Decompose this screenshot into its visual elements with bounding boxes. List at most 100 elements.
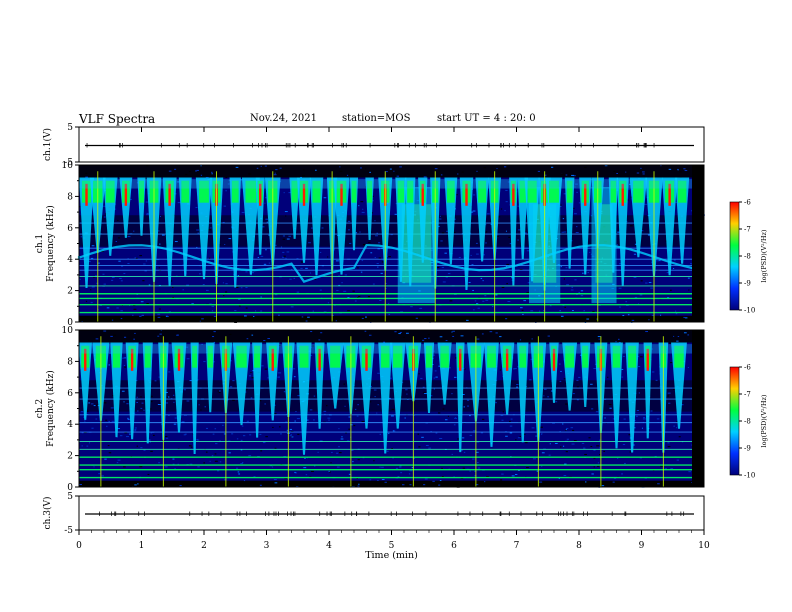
burst-peak [365,348,368,371]
x-tick-label: 6 [451,541,457,551]
noise-pixel [376,412,378,414]
noise-pixel [629,183,632,185]
noise-pixel [246,420,249,422]
noise-pixel [203,462,206,464]
ch3-waveform-panel-ylabel: ch.3(V) [42,497,53,530]
noise-pixel [136,445,138,447]
noise-pixel [135,257,138,259]
noise-pixel [441,232,445,234]
noise-pixel [331,451,333,453]
noise-pixel [293,376,296,378]
noise-pixel [127,418,130,420]
noise-pixel [223,479,227,481]
noise-pixel [377,248,381,250]
burst [405,177,416,287]
noise-pixel [240,287,243,289]
y-tick-label: -5 [64,158,73,168]
noise-pixel [418,373,420,375]
burst-core [407,180,414,203]
noise-pixel [157,230,160,232]
noise-pixel [530,310,534,312]
noise-pixel [684,170,688,172]
noise-pixel [149,408,152,410]
colorbar-tick-label: -9 [744,280,751,288]
noise-pixel [678,436,681,438]
noise-pixel [623,355,625,357]
noise-pixel [309,354,313,356]
noise-pixel [294,471,296,473]
noise-pixel [313,278,317,280]
noise-pixel [260,165,262,167]
noise-pixel [447,273,451,275]
burst-peak [85,183,88,206]
noise-pixel [215,460,218,462]
noise-pixel [189,171,191,173]
noise-pixel [235,467,239,469]
noise-pixel [165,391,168,393]
noise-pixel [474,300,477,302]
noise-pixel [574,279,577,281]
noise-pixel [651,314,654,316]
noise-pixel [205,485,207,487]
noise-pixel [637,316,641,318]
noise-pixel [495,236,499,238]
noise-pixel [295,411,297,413]
noise-pixel [483,254,485,256]
noise-pixel [664,468,667,470]
noise-pixel [675,313,678,315]
noise-pixel [650,410,653,412]
noise-pixel [589,251,591,253]
low-freq-band [79,315,704,322]
noise-pixel [476,170,478,172]
burst-core [519,180,526,203]
noise-pixel [580,340,583,342]
burst [378,342,393,454]
noise-pixel [480,432,484,434]
noise-pixel [642,173,645,175]
noise-pixel [111,279,114,281]
noise-pixel [505,265,508,267]
noise-pixel [423,391,426,393]
dark-band [79,380,704,412]
noise-pixel [296,291,300,293]
noise-pixel [408,473,411,475]
noise-pixel [642,171,645,173]
noise-pixel [656,418,660,420]
noise-pixel [633,253,637,255]
noise-pixel [597,462,599,464]
colorbar-tick-label: -6 [744,364,751,372]
noise-pixel [297,395,301,397]
noise-pixel [232,399,235,401]
noise-pixel [330,462,332,464]
noise-pixel [642,418,646,420]
noise-pixel [489,331,493,333]
noise-pixel [660,314,662,316]
noise-pixel [320,332,323,334]
noise-pixel [279,180,281,182]
noise-pixel [625,304,629,306]
noise-pixel [676,421,678,423]
noise-pixel [225,176,228,178]
noise-pixel [389,168,392,170]
noise-pixel [638,392,640,394]
noise-pixel [274,413,277,415]
noise-pixel [506,263,510,265]
noise-pixel [405,389,408,391]
noise-pixel [357,404,359,406]
noise-pixel [511,475,515,477]
noise-pixel [196,229,199,231]
noise-pixel [305,267,308,269]
noise-pixel [274,294,278,296]
noise-pixel [157,403,161,405]
noise-pixel [476,253,479,255]
noise-pixel [347,310,351,312]
colorbar-tick-label: -10 [744,472,755,480]
noise-pixel [300,176,302,178]
noise-pixel [578,292,581,294]
noise-pixel [203,361,206,363]
noise-pixel [636,409,639,411]
noise-pixel [323,413,326,415]
noise-pixel [142,280,145,282]
noise-pixel [110,335,113,337]
noise-pixel [327,318,329,320]
